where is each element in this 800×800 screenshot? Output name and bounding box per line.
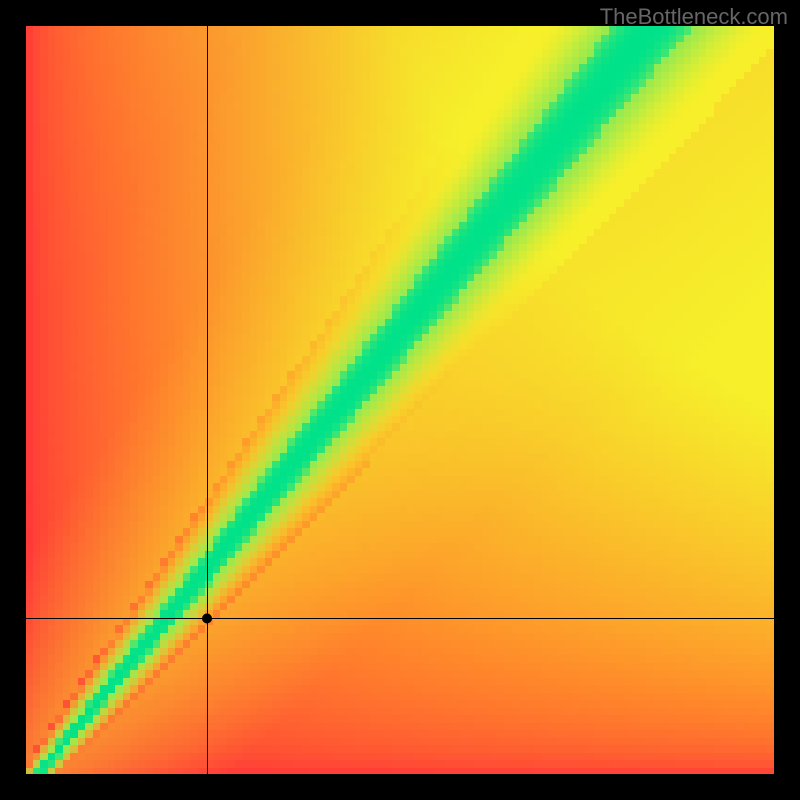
chart-container: TheBottleneck.com <box>0 0 800 800</box>
watermark-text: TheBottleneck.com <box>600 4 788 30</box>
bottleneck-heatmap <box>0 0 800 800</box>
